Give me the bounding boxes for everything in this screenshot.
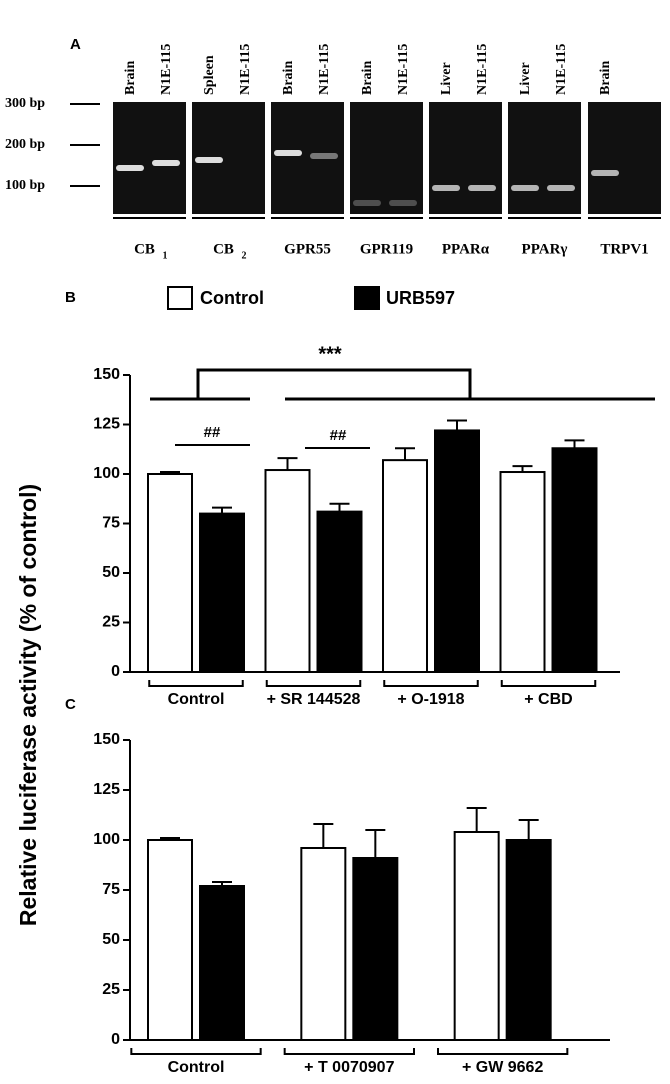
x-tick-label: Control [168,691,225,708]
sample-label: N1E-115 [317,44,332,95]
target-label: PPARγ [522,241,568,257]
bar [434,429,480,673]
y-tick-label: 75 [102,515,120,532]
x-tick-label: + CBD [524,691,572,708]
sample-label: N1E-115 [396,44,411,95]
y-axis-label: Relative luciferase activity (% of contr… [15,484,41,926]
y-tick-label: 50 [102,564,120,581]
legend-label: URB597 [386,288,455,308]
gel-band [274,150,302,156]
gel-band [389,200,417,206]
panel-label: C [65,696,76,713]
y-tick-label: 100 [93,465,120,482]
gel-band [468,185,496,191]
annotation-lines [175,444,370,449]
sample-label: Brain [598,61,613,95]
gel-image [508,102,581,214]
gel-band [432,185,460,191]
y-tick-label: 100 [93,831,120,848]
gel-band [547,185,575,191]
bar [264,469,311,674]
target-label: GPR119 [360,241,413,257]
bar [499,471,546,673]
y-tick-label: 25 [102,981,120,998]
target-label: CB [213,241,234,257]
gel-band [195,157,223,163]
y-tick-label: 25 [102,614,120,631]
panel-label: A [70,36,81,53]
sample-label: Brain [123,61,138,95]
sample-label: Brain [281,61,296,95]
sample-label: Spleen [202,55,217,95]
y-tick-label: 150 [93,366,120,383]
y-tick-label: 125 [93,416,120,433]
panel-label: B [65,289,76,306]
sample-label: N1E-115 [475,44,490,95]
category-bracket [500,680,597,687]
target-label: GPR55 [284,241,331,257]
category-bracket [437,1048,569,1055]
x-tick-label: Control [168,1059,225,1076]
x-tick-label: + O-1918 [397,691,464,708]
y-tick-label: 0 [111,663,120,680]
bar [300,847,347,1041]
bar [382,459,428,674]
legend-swatch [167,286,193,310]
annotation: *** [318,343,342,365]
bar [147,473,193,673]
annotation: ## [330,427,347,444]
y-tick-label: 125 [93,781,120,798]
sample-label: N1E-115 [238,44,253,95]
gel-band [152,160,180,166]
target-subscript: 2 [242,250,247,261]
gel-band [511,185,539,191]
sample-label: N1E-115 [554,44,569,95]
bar [453,831,500,1041]
target-label: PPARα [442,241,490,257]
y-tick-label: 0 [111,1031,120,1048]
y-tick-label: 150 [93,731,120,748]
gel-band [310,153,338,159]
category-bracket [283,1048,415,1055]
annotation: ## [204,424,221,441]
gel-band [116,165,144,171]
bar [551,447,598,674]
bar [505,839,552,1041]
sample-label: Brain [360,61,375,95]
sample-label: Liver [518,62,533,95]
sample-label: Liver [439,62,454,95]
gel-image [429,102,502,214]
sample-label: N1E-115 [159,44,174,95]
gel-image [350,102,423,214]
gel-band [591,170,619,176]
x-tick-label: + T 0070907 [304,1059,394,1076]
y-tick-label: 50 [102,931,120,948]
ladder-label: 300 bp [5,96,45,111]
gel-image [113,102,186,214]
bar [199,885,245,1041]
bar [352,857,399,1041]
y-tick-label: 75 [102,881,120,898]
legend-swatch [354,286,380,310]
category-bracket [130,1048,262,1055]
ladder-label: 100 bp [5,178,45,193]
gel-image [588,102,661,214]
legend-label: Control [200,288,264,308]
ladder-label: 200 bp [5,137,45,152]
category-bracket [383,680,479,687]
target-label: TRPV1 [600,241,648,257]
bar [147,839,193,1041]
target-subscript: 1 [163,250,168,261]
bracket-stars [150,368,655,401]
category-bracket [148,680,244,687]
x-tick-label: + SR 144528 [267,691,361,708]
category-bracket [265,680,362,687]
gel-band [353,200,381,206]
target-label: CB [134,241,155,257]
bar [316,510,363,673]
x-tick-label: + GW 9662 [462,1059,543,1076]
bar [199,512,245,673]
